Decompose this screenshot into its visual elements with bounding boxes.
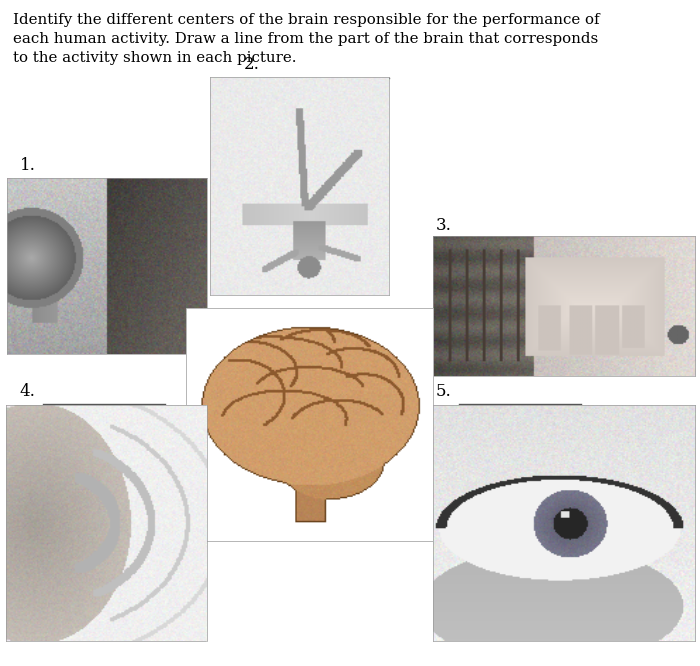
Text: 5.: 5. (435, 382, 451, 400)
Text: 2.: 2. (244, 56, 260, 73)
Text: Identify the different centers of the brain responsible for the performance of
e: Identify the different centers of the br… (13, 13, 599, 65)
Text: 1.: 1. (20, 157, 36, 174)
Text: 4.: 4. (20, 382, 36, 400)
Text: 3.: 3. (435, 217, 452, 234)
